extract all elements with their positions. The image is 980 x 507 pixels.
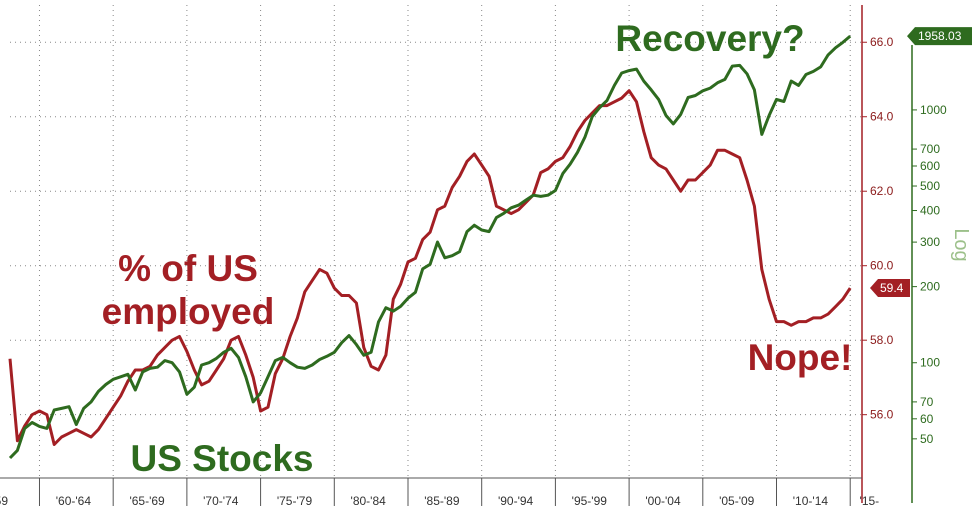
stocks-series-line bbox=[8, 34, 852, 460]
grid-lines bbox=[10, 5, 862, 478]
x-tick-label: '60-'64 bbox=[56, 494, 92, 507]
left-axis-tick-label: 58.0 bbox=[870, 333, 894, 347]
x-axis: -'59 '60-'64 '65-'69 '70-'74 '75-'79 '80-'84 '… bbox=[0, 477, 880, 507]
employed-last-value-text: 59.4 bbox=[880, 281, 904, 295]
x-tick-label: '70-'74 bbox=[203, 494, 239, 507]
x-tick-label: '80-'84 bbox=[351, 494, 387, 507]
right-axis: 50 60 70 100 200 300 400 500 600 700 1000 Log bbox=[911, 45, 972, 503]
x-tick-label: '10-'14 bbox=[793, 494, 829, 507]
stocks-last-value-badge bbox=[907, 27, 972, 46]
right-axis-tick-label: 400 bbox=[920, 204, 940, 218]
right-axis-tick-label: 50 bbox=[920, 432, 934, 446]
x-tick-label: -'59 bbox=[0, 494, 8, 507]
left-axis-tick-label: 62.0 bbox=[870, 184, 894, 198]
employed-annotation-line1: % of US bbox=[118, 248, 258, 289]
stocks-last-value-text: 1958.03 bbox=[918, 29, 962, 43]
x-tick-label: '05-'09 bbox=[719, 494, 755, 507]
right-axis-tick-label: 600 bbox=[920, 159, 940, 173]
nope-annotation: Nope! bbox=[748, 337, 853, 378]
right-axis-tick-label: 700 bbox=[920, 142, 940, 156]
right-axis-tick-label: 100 bbox=[920, 356, 940, 370]
x-tick-label: '75-'79 bbox=[277, 494, 313, 507]
right-axis-tick-label: 1000 bbox=[920, 103, 947, 117]
left-axis-tick-label: 60.0 bbox=[870, 259, 894, 273]
employed-series-line bbox=[8, 89, 852, 446]
employed-last-value-badge bbox=[870, 279, 910, 298]
x-tick-label: '95-'99 bbox=[572, 494, 608, 507]
left-axis-tick-label: 66.0 bbox=[870, 35, 894, 49]
stocks-annotation: US Stocks bbox=[130, 438, 313, 479]
right-axis-tick-label: 70 bbox=[920, 395, 934, 409]
left-axis-tick-label: 56.0 bbox=[870, 408, 894, 422]
x-tick-label: '65-'69 bbox=[129, 494, 165, 507]
x-tick-label: '00-'04 bbox=[645, 494, 681, 507]
x-tick-label: '90-'94 bbox=[498, 494, 534, 507]
right-axis-tick-label: 200 bbox=[920, 280, 940, 294]
x-tick-label: '15- bbox=[860, 494, 880, 507]
left-axis-tick-label: 64.0 bbox=[870, 110, 894, 124]
right-axis-tick-label: 60 bbox=[920, 412, 934, 426]
right-axis-label: Log bbox=[950, 228, 972, 261]
recovery-annotation: Recovery? bbox=[615, 18, 804, 59]
series-layer bbox=[8, 34, 852, 460]
left-axis: 56.0 58.0 60.0 62.0 64.0 66.0 bbox=[861, 5, 894, 503]
right-axis-tick-label: 300 bbox=[920, 235, 940, 249]
right-axis-tick-label: 500 bbox=[920, 179, 940, 193]
x-tick-label: '85-'89 bbox=[424, 494, 460, 507]
employed-annotation-line2: employed bbox=[102, 291, 275, 332]
last-value-badges: 59.4 1958.03 bbox=[870, 27, 972, 298]
